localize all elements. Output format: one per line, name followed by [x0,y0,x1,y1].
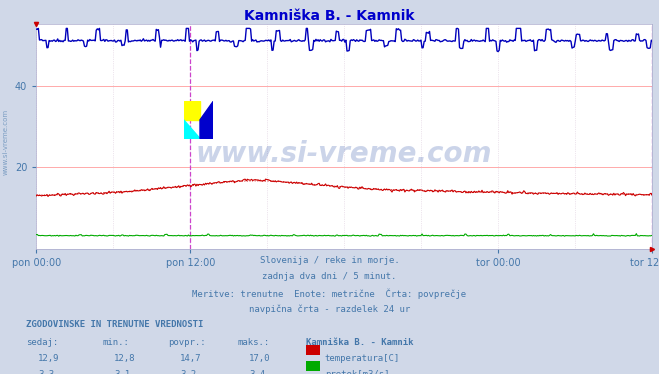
Text: pretok[m3/s]: pretok[m3/s] [325,370,389,374]
Text: Kamniška B. - Kamnik: Kamniška B. - Kamnik [306,338,414,347]
Text: ZGODOVINSKE IN TRENUTNE VREDNOSTI: ZGODOVINSKE IN TRENUTNE VREDNOSTI [26,320,204,329]
Text: maks.:: maks.: [237,338,270,347]
Bar [184,101,200,120]
Text: navpična črta - razdelek 24 ur: navpična črta - razdelek 24 ur [249,304,410,314]
Text: min.:: min.: [102,338,129,347]
Text: 3,4: 3,4 [249,370,265,374]
Text: www.si-vreme.com: www.si-vreme.com [2,109,9,175]
Text: 17,0: 17,0 [249,354,271,363]
Text: 3,3: 3,3 [38,370,54,374]
Text: 14,7: 14,7 [180,354,202,363]
Text: zadnja dva dni / 5 minut.: zadnja dva dni / 5 minut. [262,272,397,281]
Text: 12,8: 12,8 [114,354,136,363]
Text: Meritve: trenutne  Enote: metrične  Črta: povprečje: Meritve: trenutne Enote: metrične Črta: … [192,288,467,299]
Text: sedaj:: sedaj: [26,338,59,347]
Polygon shape [200,101,214,138]
Text: www.si-vreme.com: www.si-vreme.com [196,141,492,168]
Polygon shape [184,120,200,138]
Text: 3,1: 3,1 [114,370,130,374]
Text: Kamniška B. - Kamnik: Kamniška B. - Kamnik [244,9,415,23]
Text: 12,9: 12,9 [38,354,60,363]
Text: 3,2: 3,2 [180,370,196,374]
Text: temperatura[C]: temperatura[C] [325,354,400,363]
Text: Slovenija / reke in morje.: Slovenija / reke in morje. [260,256,399,265]
Text: povpr.:: povpr.: [168,338,206,347]
